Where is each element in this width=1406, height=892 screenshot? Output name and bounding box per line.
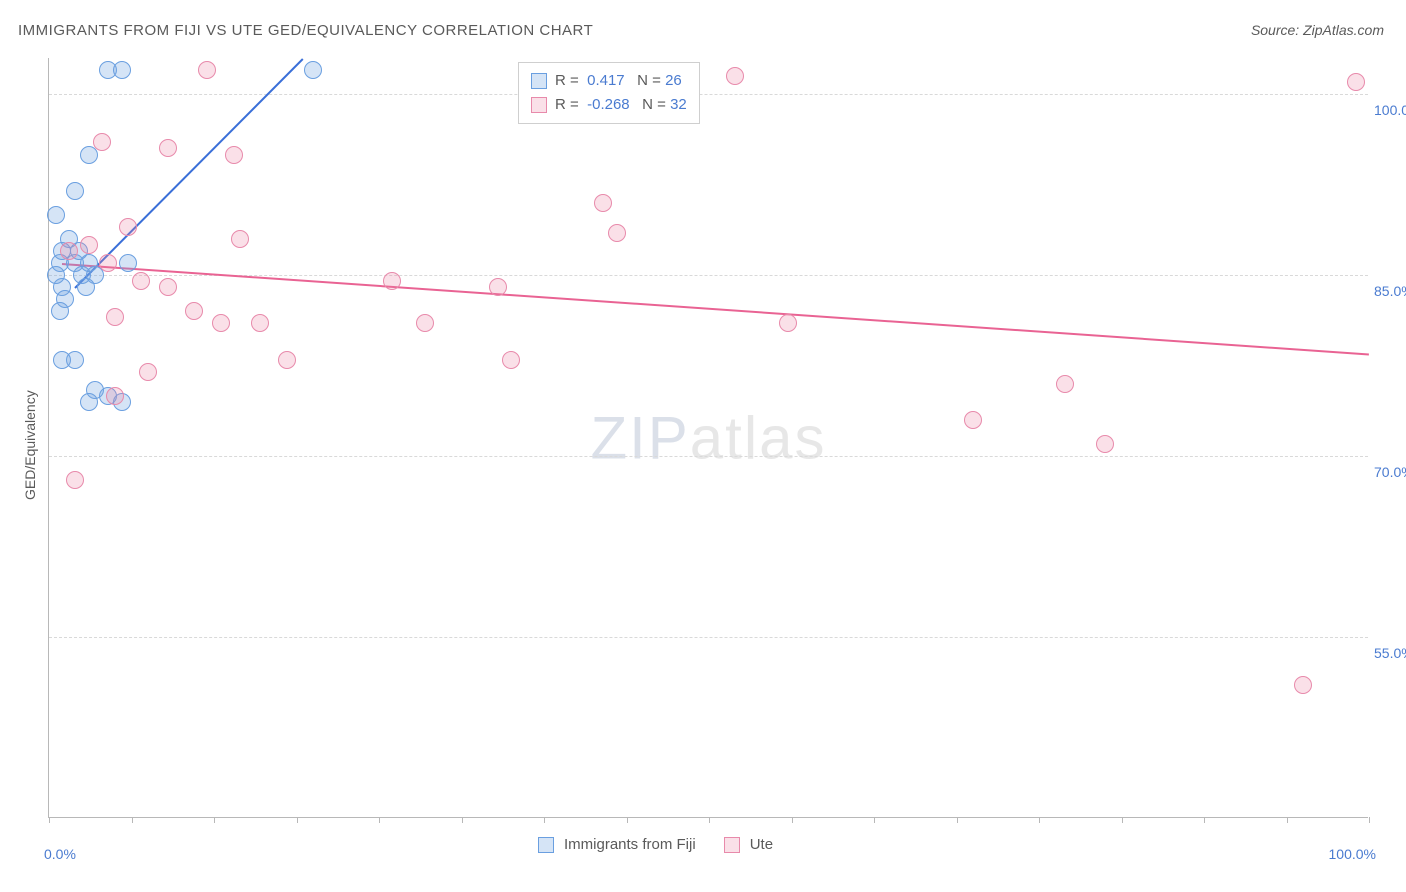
fiji-point [66,182,84,200]
ute-point [159,278,177,296]
ute-point [225,146,243,164]
ute-point [119,218,137,236]
fiji-point [113,61,131,79]
ute-point [231,230,249,248]
ute-point [198,61,216,79]
fiji-point [304,61,322,79]
x-tick [1122,817,1123,823]
correlation-legend: R = 0.417 N = 26R = -0.268 N = 32 [518,62,700,124]
y-tick-label: 100.0% [1374,102,1406,118]
x-tick [874,817,875,823]
fiji-point [119,254,137,272]
x-tick [709,817,710,823]
x-tick [49,817,50,823]
legend-row-ute: R = -0.268 N = 32 [531,93,687,117]
ute-point [66,471,84,489]
x-tick [1204,817,1205,823]
ute-point [383,272,401,290]
x-tick [214,817,215,823]
ute-swatch-icon [531,97,547,113]
x-tick [379,817,380,823]
ute-point [80,236,98,254]
legend-stats: R = 0.417 N = 26 [555,69,682,93]
fiji-swatch-icon [531,73,547,89]
fiji-point [77,278,95,296]
fiji-point [53,351,71,369]
legend-row-fiji: R = 0.417 N = 26 [531,69,687,93]
x-axis-min-label: 0.0% [44,846,76,862]
ute-point [489,278,507,296]
ute-point [278,351,296,369]
gridline [49,456,1368,457]
watermark: ZIPatlas [590,403,826,472]
ute-point [139,363,157,381]
y-tick-label: 55.0% [1374,645,1406,661]
legend-label-fiji: Immigrants from Fiji [564,836,696,853]
ute-swatch-icon [724,837,740,853]
x-tick [462,817,463,823]
x-tick [792,817,793,823]
fiji-swatch-icon [538,837,554,853]
x-tick [1287,817,1288,823]
chart-title: IMMIGRANTS FROM FIJI VS UTE GED/EQUIVALE… [18,22,593,39]
fiji-point [80,393,98,411]
legend-label-ute: Ute [750,836,773,853]
y-tick-label: 70.0% [1374,464,1406,480]
scatter-plot-area: ZIPatlas 55.0%70.0%85.0%100.0% [48,58,1368,818]
ute-point [964,411,982,429]
ute-point [106,387,124,405]
ute-point [185,302,203,320]
source-prefix: Source: [1251,22,1303,38]
ute-point [594,194,612,212]
legend-stats: R = -0.268 N = 32 [555,93,687,117]
gridline [49,637,1368,638]
x-tick [1369,817,1370,823]
x-tick [627,817,628,823]
gridline [49,94,1368,95]
ute-point [106,308,124,326]
x-tick [297,817,298,823]
watermark-atlas: atlas [690,404,827,471]
ute-point [779,314,797,332]
watermark-zip: ZIP [590,404,689,471]
ute-point [1056,375,1074,393]
ute-point [502,351,520,369]
ute-point [251,314,269,332]
ute-point [93,133,111,151]
ute-point [416,314,434,332]
ute-point [212,314,230,332]
ute-trend-line [62,263,1369,355]
source-name: ZipAtlas.com [1303,22,1384,38]
ute-point [1347,73,1365,91]
fiji-point [51,302,69,320]
y-tick-label: 85.0% [1374,283,1406,299]
source-attribution: Source: ZipAtlas.com [1251,22,1384,38]
series-legend: Immigrants from Fiji Ute [538,836,791,853]
x-tick [544,817,545,823]
fiji-point [47,266,65,284]
y-axis-label: GED/Equivalency [22,390,38,500]
ute-point [608,224,626,242]
x-tick [132,817,133,823]
fiji-point [47,206,65,224]
x-tick [1039,817,1040,823]
ute-point [726,67,744,85]
x-axis-max-label: 100.0% [1329,846,1376,862]
ute-point [99,254,117,272]
ute-point [132,272,150,290]
ute-point [1294,676,1312,694]
ute-point [1096,435,1114,453]
ute-point [60,242,78,260]
ute-point [159,139,177,157]
x-tick [957,817,958,823]
